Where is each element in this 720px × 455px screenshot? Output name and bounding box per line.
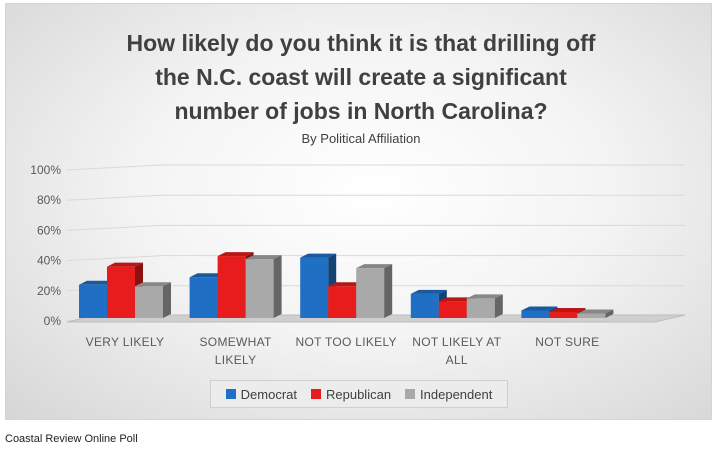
bar-republican <box>107 266 135 318</box>
y-tick-label: 80% <box>37 193 61 207</box>
bar-independent <box>356 268 385 318</box>
bar-top-republican <box>328 282 365 287</box>
bar-top-democrat <box>410 289 447 294</box>
x-tick-label: ALL <box>446 353 468 367</box>
bar-independent <box>577 313 606 318</box>
bar-top-independent <box>356 264 393 269</box>
bar-top-democrat <box>300 253 337 258</box>
bar-democrat <box>521 310 550 318</box>
bar-republican <box>549 311 578 318</box>
chart-subtitle: By Political Affiliation <box>301 131 421 146</box>
x-tick-label: NOT SURE <box>535 335 599 349</box>
legend-item-independent: Independent <box>405 387 492 402</box>
bar-top-democrat <box>79 280 115 285</box>
chart-title: How likely do you think it is that drill… <box>66 26 656 128</box>
bar-top-independent <box>135 282 171 287</box>
y-tick-label: 20% <box>37 284 61 298</box>
y-tick-label: 0% <box>44 314 62 328</box>
x-tick-label: LIKELY <box>215 353 257 367</box>
bar-independent <box>466 298 495 318</box>
x-tick-label: SOMEWHAT <box>200 335 273 349</box>
legend-swatch-republican <box>311 389 321 399</box>
bar-democrat <box>79 284 107 318</box>
bar-independent <box>135 286 163 318</box>
bar-side-independent <box>384 264 393 318</box>
bar-democrat <box>300 257 329 318</box>
source-caption: Coastal Review Online Poll <box>5 433 138 445</box>
y-tick-label: 40% <box>37 254 61 268</box>
bar-top-republican <box>438 297 475 302</box>
legend-item-republican: Republican <box>311 387 391 402</box>
bar-top-independent <box>577 309 614 314</box>
bar-top-democrat <box>189 273 226 278</box>
bar-top-republican <box>217 252 254 257</box>
gridline-depth <box>66 224 163 231</box>
legend-label-independent: Independent <box>420 386 493 402</box>
bar-top-independent <box>245 255 282 260</box>
legend-label-republican: Republican <box>326 386 392 402</box>
bar-democrat <box>189 277 218 318</box>
x-tick-label: NOT TOO LIKELY <box>296 335 397 349</box>
bar-top-independent <box>466 294 503 299</box>
bar-top-republican <box>549 307 586 312</box>
bar-republican <box>438 301 467 318</box>
bar-side-independent <box>163 282 171 318</box>
bar-republican <box>328 286 357 318</box>
bar-side-independent <box>273 255 282 318</box>
bar-top-republican <box>107 262 143 267</box>
gridline-depth <box>66 255 163 262</box>
chart-title-line-2: the N.C. coast will create a significant <box>155 64 567 90</box>
bar-republican <box>217 256 246 318</box>
bar-independent <box>245 259 274 318</box>
bar-side-independent <box>605 309 614 318</box>
gridline-depth <box>66 164 163 171</box>
chart-area: How likely do you think it is that drill… <box>5 3 712 420</box>
legend-swatch-democrat <box>225 389 236 399</box>
bar-top-democrat <box>521 306 558 311</box>
x-tick-label: NOT LIKELY AT <box>412 335 501 349</box>
chart-title-line-3: number of jobs in North Carolina? <box>174 98 548 124</box>
y-tick-label: 60% <box>37 223 61 237</box>
chart-title-line-1: How likely do you think it is that drill… <box>126 30 596 56</box>
legend-swatch-independent <box>405 389 416 399</box>
legend-item-democrat: Democrat <box>225 386 297 402</box>
y-tick-label: 100% <box>30 163 61 177</box>
legend-label-democrat: Democrat <box>240 386 297 402</box>
bar-democrat <box>410 293 439 318</box>
gridline-depth <box>66 194 163 201</box>
bar-side-independent <box>494 294 503 318</box>
x-tick-label: VERY LIKELY <box>86 335 165 349</box>
legend: Democrat Republican Independent <box>210 380 508 408</box>
